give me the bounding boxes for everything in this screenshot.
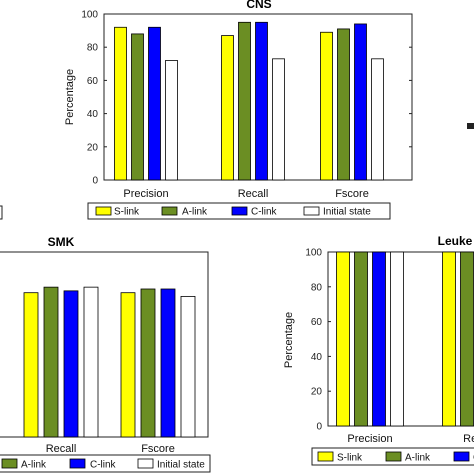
- legend-swatch: [317, 451, 334, 462]
- legend-swatch: [137, 458, 154, 469]
- bar-a-link-reca: [460, 251, 474, 427]
- bar-a-link-fscore: [140, 288, 156, 438]
- legend-label: S-link: [114, 207, 140, 218]
- bar-initial-state-recall: [272, 58, 285, 181]
- legend-swatch: [453, 451, 470, 462]
- x-category-label: Fscore: [141, 443, 175, 455]
- legend-swatch: [303, 206, 320, 216]
- chart-smk: Recall Fscore SMK A-link C-link Initial state: [0, 235, 211, 473]
- bar-a-link-precision: [354, 251, 368, 427]
- legend-label: Initial state: [157, 460, 205, 471]
- bar-a-link-precision: [131, 33, 144, 181]
- y-tick-label: 20: [311, 387, 323, 398]
- bar-c-link-precision: [148, 26, 161, 181]
- bar-s-link-precision: [114, 26, 127, 181]
- bar-initial-state-recall: [83, 286, 99, 438]
- bar-initial-state-fscore: [180, 295, 196, 438]
- legend-swatch: [1, 458, 18, 469]
- x-category-label: Precision: [123, 188, 168, 200]
- x-category-label: Recall: [238, 188, 269, 200]
- y-tick-label: 100: [305, 248, 322, 259]
- legend-swatch: [161, 206, 178, 216]
- y-tick-label: 60: [87, 76, 99, 87]
- chart-cns: 0 20 40 60 80 100 Precision Recall Fscore CNS Perc…: [64, 0, 413, 220]
- cropped-legend-fragment: [0, 205, 3, 220]
- legend-swatch: [69, 458, 86, 469]
- y-tick-label: 40: [87, 109, 99, 120]
- y-tick-label: 0: [92, 176, 98, 187]
- bar-s-link-precision: [336, 251, 350, 427]
- legend-swatch: [385, 451, 402, 462]
- bar-s-link-recall: [23, 292, 39, 438]
- y-tick-label: 0: [316, 422, 322, 433]
- legend-box: [0, 454, 211, 473]
- bar-c-link-precision: [372, 251, 386, 427]
- bar-c-link-recall: [255, 21, 268, 181]
- bar-initial-state-fscore: [371, 58, 384, 181]
- bar-s-link-recall: [221, 35, 234, 181]
- legend-swatch: [95, 206, 112, 216]
- bar-c-link-recall: [63, 290, 79, 438]
- x-category-label: Precision: [347, 433, 392, 445]
- bar-c-link-fscore: [354, 23, 367, 181]
- legend-swatch: [231, 206, 248, 216]
- legend-label: C-link: [251, 207, 278, 218]
- bar-a-link-recall: [43, 286, 59, 438]
- legend-label: S-link: [337, 453, 363, 464]
- bar-a-link-fscore: [337, 28, 350, 181]
- cropped-mark-fragment: [467, 123, 474, 129]
- y-axis-label: Percentage: [64, 69, 76, 125]
- legend-label: C-link: [90, 460, 117, 471]
- plot-area: [327, 251, 474, 427]
- chart-title: Leuke: [438, 234, 473, 248]
- legend-label: A-link: [182, 207, 208, 218]
- chart-title: SMK: [48, 235, 75, 249]
- bar-s-link-fscore: [320, 31, 333, 181]
- x-category-label: Reca: [463, 433, 474, 445]
- bar-initial-state-precision: [165, 60, 178, 181]
- bar-s-link-reca: [442, 251, 456, 427]
- chart-title: CNS: [246, 0, 271, 11]
- chart-leuke: 0 20 40 60 80 100 Precision Reca Leuke Percentage…: [283, 234, 474, 466]
- x-category-label: Fscore: [335, 188, 369, 200]
- legend-label: Initial state: [323, 207, 371, 218]
- legend: S-link A-link C-link Initial state: [87, 202, 391, 220]
- legend-label: A-link: [405, 453, 431, 464]
- legend-label: A-link: [21, 460, 47, 471]
- y-tick-label: 20: [87, 142, 99, 153]
- bar-initial-state-precision: [390, 251, 404, 427]
- y-tick-label: 100: [81, 10, 98, 21]
- y-tick-label: 60: [311, 317, 323, 328]
- y-tick-label: 80: [311, 282, 323, 293]
- y-axis-label: Percentage: [283, 312, 295, 368]
- bar-a-link-recall: [238, 21, 251, 181]
- x-category-label: Recall: [46, 443, 77, 455]
- bar-c-link-fscore: [160, 288, 176, 438]
- bar-s-link-fscore: [120, 292, 136, 438]
- plot-area: [0, 251, 209, 438]
- legend: A-link C-link Initial state: [0, 454, 211, 473]
- y-tick-label: 40: [311, 352, 323, 363]
- y-tick-label: 80: [87, 43, 99, 54]
